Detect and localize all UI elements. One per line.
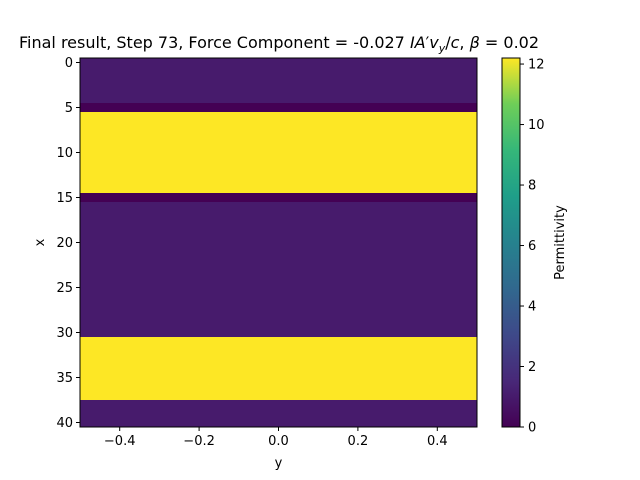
colorbar [501,57,521,428]
heatmap-band-5 [80,337,477,400]
y-tick-label: 10 [56,146,73,161]
heatmap-band-2 [80,112,477,193]
colorbar-tick-label: 8 [528,179,536,194]
heatmap-bands [80,58,477,427]
y-axis-ticks: 0 5 10 15 20 25 30 35 40 [56,56,80,431]
colorbar-tick-label: 10 [528,118,545,133]
y-tick-label: 35 [56,371,73,386]
heatmap-band-0 [80,58,477,103]
heatmap-band-3 [80,193,477,202]
x-axis-ticks: −0.4 −0.2 0.0 0.2 0.4 [104,427,448,449]
colorbar-tick-label: 4 [528,300,536,315]
x-tick-label: 0.4 [427,434,448,449]
chart-title: Final result, Step 73, Force Component =… [19,33,539,55]
colorbar-label: Permittivity [553,205,568,280]
y-tick-label: 15 [56,191,73,206]
y-tick-label: 40 [56,416,73,431]
colorbar-tick-label: 2 [528,360,536,375]
y-tick-label: 0 [65,56,73,71]
heatmap-band-6 [80,400,477,427]
colorbar-tick-label: 0 [528,421,536,436]
x-tick-label: 0.0 [268,434,289,449]
colorbar-ticks: 0 2 4 6 8 10 12 [520,58,545,436]
heatmap-band-1 [80,103,477,112]
y-tick-label: 30 [56,326,73,341]
x-tick-label: −0.4 [104,434,136,449]
heatmap-band-4 [80,202,477,337]
y-tick-label: 20 [56,236,73,251]
colorbar-tick-label: 6 [528,239,536,254]
colorbar-tick-label: 12 [528,58,545,73]
x-axis-label: y [275,456,283,471]
x-tick-label: 0.2 [348,434,369,449]
x-tick-label: −0.2 [183,434,215,449]
y-tick-label: 25 [56,281,73,296]
y-tick-label: 5 [65,101,73,116]
y-axis-label: x [33,238,48,246]
